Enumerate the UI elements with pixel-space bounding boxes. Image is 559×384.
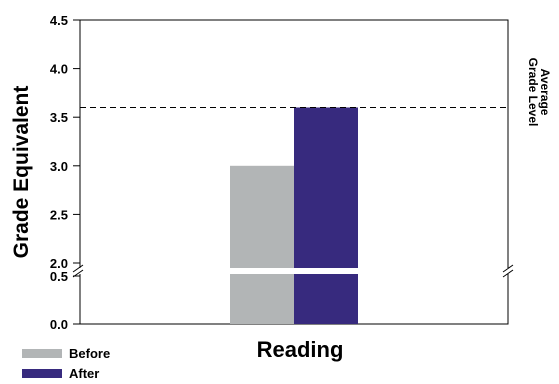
y-tick-label-lower-0-0: 0.0 [50,317,68,332]
y-tick-label-3-5: 3.5 [50,110,68,125]
y-tick-label-3-0: 3.0 [50,159,68,174]
axis-break-marks-right [502,264,514,278]
y-tick-label-4-0: 4.0 [50,62,68,77]
bar-before-upper [230,165,294,268]
legend-label-after: After [69,366,99,381]
legend-swatch-after [22,369,62,378]
bar-before-lower [230,274,294,324]
bar-after-upper [294,107,358,268]
legend-swatch-before [22,349,62,358]
x-axis-title: Reading [257,337,344,362]
reference-line-label-line2: Grade Level [526,58,540,127]
plot-frame-upper [79,19,509,268]
y-tick-label-2-0: 2.0 [50,256,68,271]
reference-line-label-line1: Average [538,69,552,116]
y-tick-label-lower-0-5: 0.5 [50,269,68,284]
y-axis-ticks: 2.0 2.5 3.0 3.5 4.0 4.5 0.0 0.5 [50,13,80,332]
bars [230,107,358,324]
y-tick-label-2-5: 2.5 [50,207,68,222]
bar-after-lower [294,274,358,324]
y-axis-title: Grade Equivalent [10,86,33,259]
legend: Before After [22,346,110,381]
axis-break-marks-left [72,264,84,278]
y-tick-label-4-5: 4.5 [50,13,68,28]
legend-label-before: Before [69,346,110,361]
